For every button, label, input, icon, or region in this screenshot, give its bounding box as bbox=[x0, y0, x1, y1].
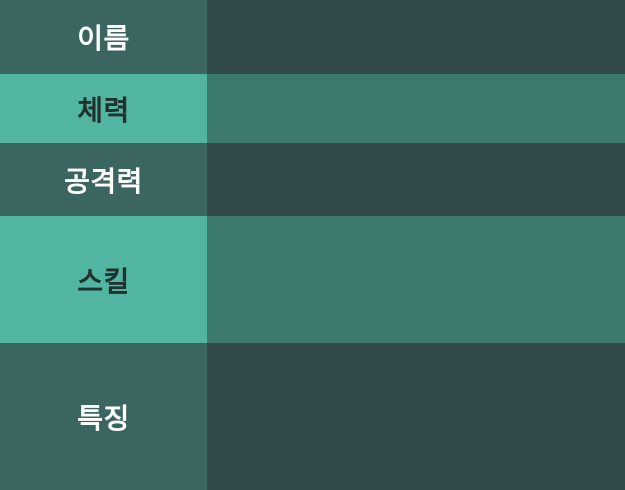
health-label: 체력 bbox=[0, 74, 207, 143]
skill-label: 스킬 bbox=[0, 216, 207, 343]
traits-label: 특징 bbox=[0, 343, 207, 490]
traits-value bbox=[207, 343, 625, 490]
attack-label: 공격력 bbox=[0, 143, 207, 216]
attack-value bbox=[207, 143, 625, 216]
name-label: 이름 bbox=[0, 0, 207, 74]
skill-value bbox=[207, 216, 625, 343]
health-value bbox=[207, 74, 625, 143]
name-value bbox=[207, 0, 625, 74]
